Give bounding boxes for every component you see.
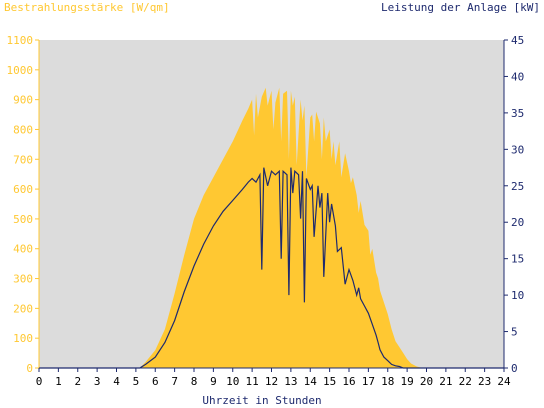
- x-tick-label: 10: [226, 375, 239, 388]
- x-tick-label: 3: [94, 375, 101, 388]
- x-tick-label: 5: [133, 375, 140, 388]
- left-tick-label: 600: [13, 183, 33, 196]
- x-tick-label: 4: [113, 375, 120, 388]
- right-tick-label: 5: [511, 326, 518, 339]
- x-tick-label: 7: [171, 375, 178, 388]
- x-tick-label: 0: [36, 375, 43, 388]
- left-axis-title: Bestrahlungsstärke [W/qm]: [4, 1, 170, 14]
- right-tick-label: 15: [511, 253, 524, 266]
- x-tick-label: 8: [191, 375, 198, 388]
- right-tick-label: 25: [511, 180, 524, 193]
- x-tick-label: 24: [497, 375, 511, 388]
- right-axis-title: Leistung der Anlage [kW]: [381, 1, 540, 14]
- x-axis-title: Uhrzeit in Stunden: [202, 394, 321, 407]
- x-tick-label: 9: [210, 375, 217, 388]
- left-tick-label: 0: [26, 362, 33, 375]
- power-line: [39, 167, 504, 369]
- x-tick-label: 2: [74, 375, 81, 388]
- right-tick-label: 20: [511, 216, 524, 229]
- left-tick-label: 700: [13, 153, 33, 166]
- x-tick-label: 21: [439, 375, 452, 388]
- x-tick-label: 13: [284, 375, 297, 388]
- x-tick-label: 14: [304, 375, 318, 388]
- x-tick-label: 20: [420, 375, 433, 388]
- left-tick-label: 200: [13, 302, 33, 315]
- x-tick-label: 18: [381, 375, 394, 388]
- right-tick-label: 40: [511, 70, 524, 83]
- right-tick-label: 10: [511, 289, 524, 302]
- right-tick-label: 35: [511, 107, 524, 120]
- x-tick-label: 17: [362, 375, 375, 388]
- left-tick-label: 800: [13, 123, 33, 136]
- axes-layer: 0100200300400500600700800900100011000510…: [7, 34, 525, 388]
- x-tick-label: 15: [323, 375, 336, 388]
- x-tick-label: 23: [478, 375, 491, 388]
- x-tick-label: 12: [265, 375, 278, 388]
- x-tick-label: 1: [55, 375, 62, 388]
- left-tick-label: 1000: [7, 64, 34, 77]
- x-tick-label: 19: [401, 375, 414, 388]
- x-tick-label: 16: [342, 375, 355, 388]
- right-tick-label: 30: [511, 143, 524, 156]
- series-layer: [39, 87, 504, 369]
- left-tick-label: 300: [13, 273, 33, 286]
- irradiance-area: [39, 87, 504, 368]
- left-tick-label: 1100: [7, 34, 34, 47]
- x-tick-label: 22: [459, 375, 472, 388]
- left-tick-label: 900: [13, 94, 33, 107]
- left-tick-label: 400: [13, 243, 33, 256]
- right-tick-label: 0: [511, 362, 518, 375]
- left-tick-label: 100: [13, 332, 33, 345]
- left-tick-label: 500: [13, 213, 33, 226]
- x-tick-label: 6: [152, 375, 159, 388]
- right-tick-label: 45: [511, 34, 524, 47]
- x-tick-label: 11: [246, 375, 259, 388]
